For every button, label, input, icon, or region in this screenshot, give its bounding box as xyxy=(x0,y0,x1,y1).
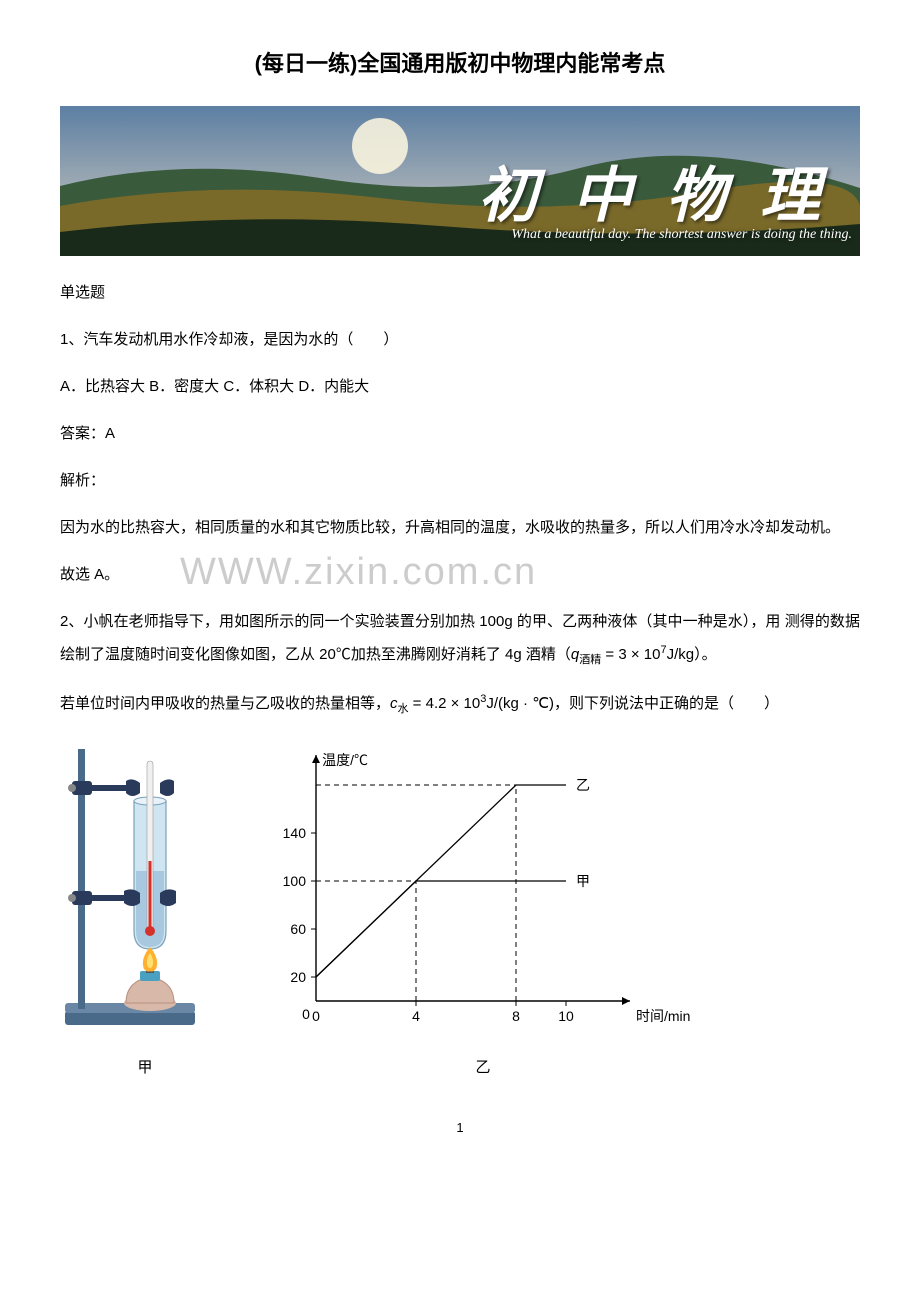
svg-text:甲: 甲 xyxy=(576,873,590,889)
apparatus-col: 甲 xyxy=(60,741,230,1084)
svg-text:140: 140 xyxy=(283,825,307,841)
svg-text:时间/min: 时间/min xyxy=(636,1008,690,1024)
hero-sub-text: What a beautiful day. The shortest answe… xyxy=(511,220,852,251)
q2-qalc-unit: J/kg）。 xyxy=(667,646,717,663)
svg-text:8: 8 xyxy=(512,1008,520,1024)
q2-cw-label: c xyxy=(390,695,398,712)
q1-conclusion: 故选 A。 xyxy=(60,558,860,591)
q2-qalc-label: q xyxy=(571,646,579,663)
svg-text:4: 4 xyxy=(412,1008,420,1024)
temperature-chart: 0481002060100140时间/min温度/℃甲乙 xyxy=(270,751,696,1031)
svg-text:20: 20 xyxy=(290,969,306,985)
svg-text:0: 0 xyxy=(312,1008,320,1024)
svg-text:乙: 乙 xyxy=(576,777,590,793)
q2-line1a: 2、小帆在老师指导下，用如图所示的同一个实验装置分别加热 100g 的甲、乙两种… xyxy=(60,613,781,630)
apparatus-illustration xyxy=(60,741,230,1031)
section-label: 单选题 xyxy=(60,276,860,309)
figure-row: 甲 0481002060100140时间/min温度/℃甲乙 乙 xyxy=(60,741,860,1084)
q2-cw-sub: 水 xyxy=(398,703,409,715)
q1-options: A．比热容大 B．密度大 C．体积大 D．内能大 xyxy=(60,370,860,403)
q2-line2a: 若单位时间内甲吸收的热量与乙吸收的热量相等， xyxy=(60,695,390,712)
q2-line1: 2、小帆在老师指导下，用如图所示的同一个实验装置分别加热 100g 的甲、乙两种… xyxy=(60,605,860,672)
q1-explain-label: 解析： xyxy=(60,464,860,497)
q2-qalc-sub: 酒精 xyxy=(579,654,601,666)
chart-caption: 乙 xyxy=(270,1051,696,1084)
svg-text:温度/℃: 温度/℃ xyxy=(322,752,368,768)
svg-text:100: 100 xyxy=(283,873,307,889)
q1-answer: 答案：A xyxy=(60,417,860,450)
page-number: 1 xyxy=(60,1114,860,1143)
q1-explain-body: 因为水的比热容大，相同质量的水和其它物质比较，升高相同的温度，水吸收的热量多，所… xyxy=(60,511,860,544)
q1-stem: 1、汽车发动机用水作冷却液，是因为水的（ ） xyxy=(60,323,860,356)
q2-qalc-eq: = 3 × 10 xyxy=(601,646,660,663)
q2-cw-eq: = 4.2 × 10 xyxy=(409,695,481,712)
svg-text:0: 0 xyxy=(302,1006,310,1022)
q2-line2: 若单位时间内甲吸收的热量与乙吸收的热量相等，c水 = 4.2 × 103J/(k… xyxy=(60,687,860,721)
page-title: (每日一练)全国通用版初中物理内能常考点 xyxy=(60,40,860,88)
hero-banner: 初中物理 What a beautiful day. The shortest … xyxy=(60,106,860,256)
chart-col: 0481002060100140时间/min温度/℃甲乙 乙 xyxy=(270,751,696,1084)
svg-text:60: 60 xyxy=(290,921,306,937)
svg-text:10: 10 xyxy=(558,1008,574,1024)
q2-cw-unit: J/(kg · ℃)，则下列说法中正确的是（ ） xyxy=(486,695,779,712)
apparatus-label: 甲 xyxy=(60,1051,230,1084)
